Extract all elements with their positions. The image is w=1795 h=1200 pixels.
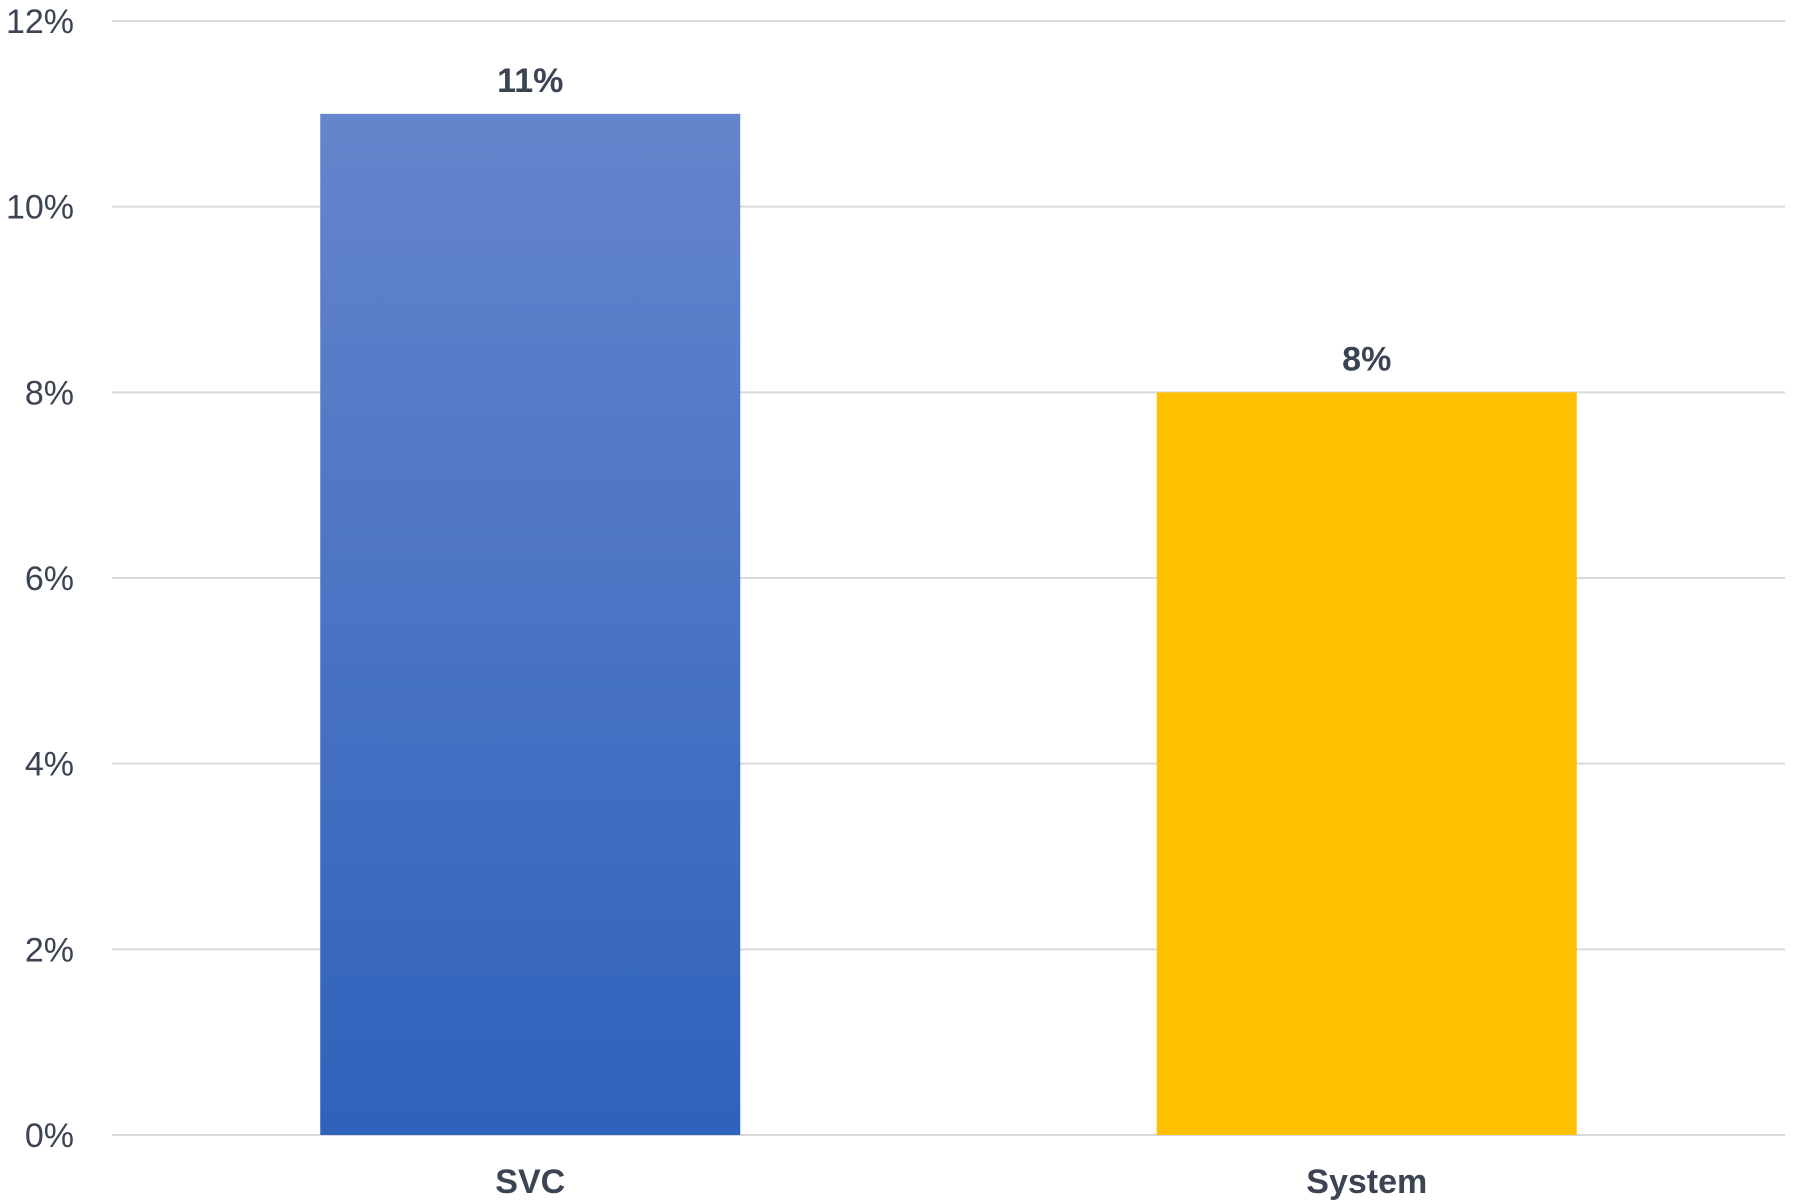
y-tick-label: 12% bbox=[6, 3, 74, 41]
y-tick-label: 0% bbox=[25, 1117, 74, 1155]
x-category-label-svc: SVC bbox=[495, 1163, 565, 1200]
y-axis-tick-labels: 0% 2% 4% 6% 8% 10% 12% bbox=[6, 3, 74, 1155]
bar-system bbox=[1156, 392, 1577, 1135]
bars bbox=[320, 113, 1577, 1136]
data-labels: 11% 8% bbox=[497, 62, 1391, 379]
y-tick-label: 10% bbox=[6, 189, 74, 227]
bar-svc bbox=[320, 113, 741, 1136]
y-tick-label: 2% bbox=[25, 931, 74, 969]
data-label-system: 8% bbox=[1342, 340, 1391, 378]
y-tick-label: 8% bbox=[25, 374, 74, 412]
data-label-svc: 11% bbox=[497, 62, 563, 100]
x-axis-category-labels: SVC System bbox=[495, 1163, 1427, 1200]
y-tick-label: 4% bbox=[25, 746, 74, 784]
x-category-label-system: System bbox=[1306, 1163, 1427, 1200]
y-tick-label: 6% bbox=[25, 560, 74, 598]
